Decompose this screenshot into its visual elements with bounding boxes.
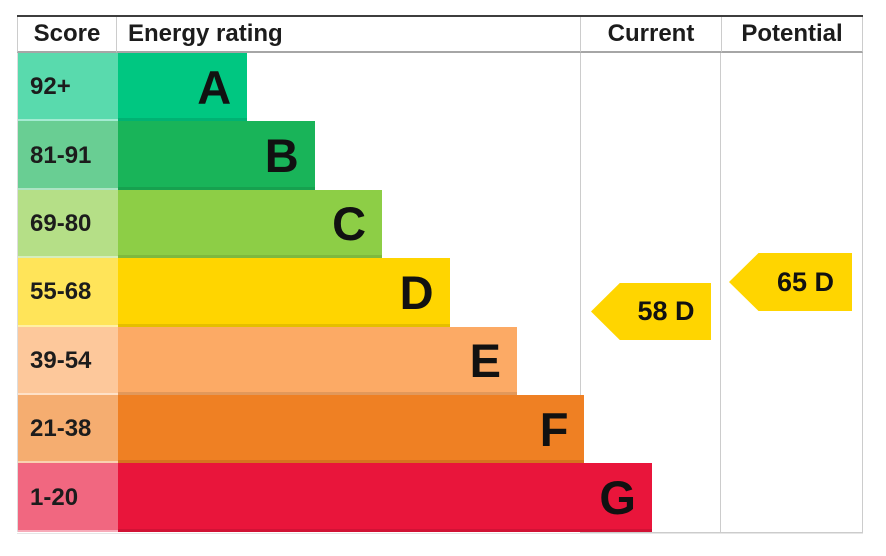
header-energy-rating: Energy rating (117, 17, 580, 53)
band-bar-a: A (118, 53, 248, 122)
band-bar-g: G (118, 463, 652, 532)
table-bottom-rule (17, 533, 863, 534)
band-row-c: 69-80 C (18, 189, 580, 259)
score-range-e: 39-54 (18, 326, 118, 395)
header-potential: Potential (721, 17, 863, 53)
rating-bands: 92+ A 81-91 B 69-80 C 55-68 D 39-54 E 21… (17, 53, 652, 532)
potential-rating-arrow: 65 D (729, 253, 852, 311)
header-score: Score (17, 17, 117, 53)
table-top-rule (17, 15, 863, 17)
current-rating-arrow: 58 D (591, 283, 711, 340)
band-row-d: 55-68 D (18, 258, 580, 327)
band-bar-d: D (118, 258, 450, 327)
score-range-a: 92+ (18, 53, 118, 122)
score-range-b: 81-91 (18, 121, 118, 190)
band-row-e: 39-54 E (18, 326, 580, 395)
score-range-d: 55-68 (18, 258, 118, 327)
band-row-b: 81-91 B (18, 121, 580, 190)
score-range-g: 1-20 (18, 463, 118, 532)
band-bar-f: F (118, 394, 585, 464)
score-range-f: 21-38 (18, 394, 118, 464)
score-range-c: 69-80 (18, 189, 118, 259)
header-current: Current (580, 17, 721, 53)
band-bar-e: E (118, 326, 518, 395)
band-row-g: 1-20 G (18, 463, 652, 532)
band-bar-b: B (118, 121, 315, 190)
band-bar-c: C (118, 189, 383, 259)
band-row-a: 92+ A (18, 53, 580, 122)
band-row-f: 21-38 F (18, 394, 585, 464)
